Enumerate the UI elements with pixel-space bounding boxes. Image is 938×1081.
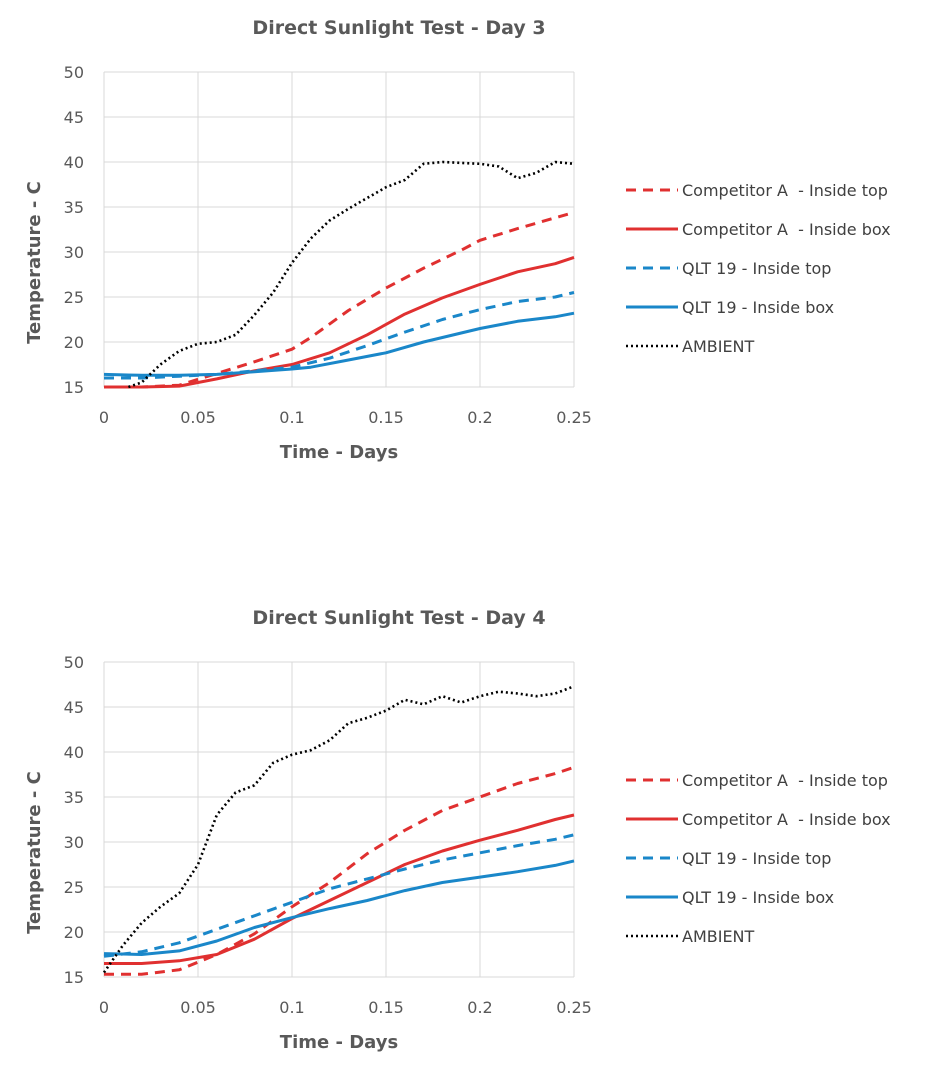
- chart-day3-svg: Direct Sunlight Test - Day 3 15 20 25 30 35 40…: [24, 17, 891, 463]
- y-tick-label: 50: [64, 653, 84, 672]
- legend-label: Competitor A - Inside box: [682, 220, 891, 239]
- chart-day4-svg: Direct Sunlight Test - Day 4 15 20 25 30 35 40…: [24, 607, 891, 1053]
- y-tick-label: 20: [64, 333, 84, 352]
- series-line-competitor-a-inside-top: [104, 210, 575, 389]
- legend-label: QLT 19 - Inside top: [682, 849, 831, 868]
- chart-title: Direct Sunlight Test - Day 3: [252, 17, 545, 39]
- x-tick-label: 0.15: [368, 998, 404, 1017]
- y-tick-label: 35: [64, 198, 84, 217]
- legend-label: AMBIENT: [682, 927, 755, 946]
- y-tick-label: 25: [64, 878, 84, 897]
- y-tick-label: 45: [64, 698, 84, 717]
- series-line-qlt-19-inside-top: [104, 291, 575, 380]
- x-tick-label: 0.05: [180, 408, 216, 427]
- y-tick-label: 30: [64, 243, 84, 262]
- x-axis-title: Time - Days: [280, 1032, 398, 1053]
- series-line-ambient: [127, 160, 575, 389]
- legend-label: QLT 19 - Inside box: [682, 298, 834, 317]
- y-tick-label: 25: [64, 288, 84, 307]
- y-tick-label: 50: [64, 63, 84, 82]
- series-line-competitor-a-inside-top: [104, 765, 575, 976]
- series-line-competitor-a-inside-box: [104, 255, 575, 389]
- y-tick-label: 40: [64, 153, 84, 172]
- series-line-ambient: [102, 685, 575, 974]
- legend-label: AMBIENT: [682, 337, 755, 356]
- x-axis-title: Time - Days: [280, 442, 398, 463]
- series-line-qlt-19-inside-top: [103, 833, 575, 958]
- x-tick-label: 0.25: [556, 408, 592, 427]
- x-tick-label: 0.05: [180, 998, 216, 1017]
- legend-label: Competitor A - Inside top: [682, 771, 888, 790]
- y-axis-title: Temperature - C: [24, 771, 45, 934]
- y-tick-label: 35: [64, 788, 84, 807]
- legend-label: QLT 19 - Inside top: [682, 259, 831, 278]
- y-tick-label: 30: [64, 833, 84, 852]
- legend-label: QLT 19 - Inside box: [682, 888, 834, 907]
- series-line-competitor-a-inside-box: [104, 813, 575, 965]
- x-tick-label: 0: [99, 998, 109, 1017]
- series-line-qlt-19-inside-box: [103, 311, 575, 377]
- y-tick-label: 45: [64, 108, 84, 127]
- x-tick-label: 0: [99, 408, 109, 427]
- y-tick-label: 20: [64, 923, 84, 942]
- series-line-qlt-19-inside-box: [103, 859, 575, 956]
- x-tick-label: 0.1: [279, 998, 304, 1017]
- y-axis-title: Temperature - C: [24, 181, 45, 344]
- chart-title: Direct Sunlight Test - Day 4: [252, 607, 545, 629]
- x-tick-label: 0.15: [368, 408, 404, 427]
- x-tick-label: 0.2: [467, 998, 492, 1017]
- x-tick-label: 0.2: [467, 408, 492, 427]
- legend-label: Competitor A - Inside top: [682, 181, 888, 200]
- y-tick-label: 40: [64, 743, 84, 762]
- chart-day3: Direct Sunlight Test - Day 3 15 20 25 30 35 40…: [0, 0, 938, 480]
- x-tick-label: 0.25: [556, 998, 592, 1017]
- y-tick-label: 15: [64, 968, 84, 987]
- x-tick-label: 0.1: [279, 408, 304, 427]
- y-tick-label: 15: [64, 378, 84, 397]
- legend-label: Competitor A - Inside box: [682, 810, 891, 829]
- chart-day4: Direct Sunlight Test - Day 4 15 20 25 30 35 40…: [0, 590, 938, 1070]
